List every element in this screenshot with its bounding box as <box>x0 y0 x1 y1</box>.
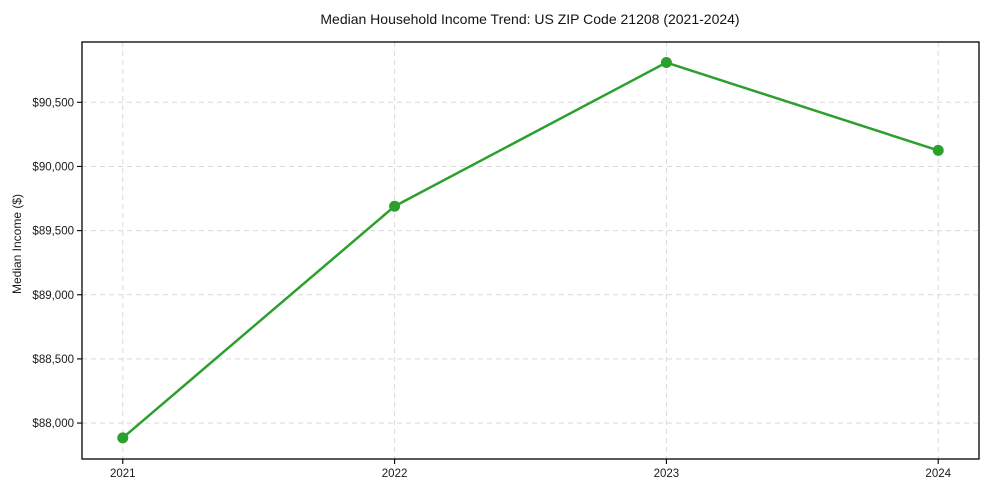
grid-lines <box>82 42 979 459</box>
y-tick-label: $89,500 <box>32 226 74 238</box>
y-tick-label: $90,000 <box>32 161 74 173</box>
chart-title: Median Household Income Trend: US ZIP Co… <box>320 11 739 27</box>
x-tick-label: 2022 <box>382 468 408 480</box>
y-tick-label: $90,500 <box>32 97 74 109</box>
y-tick-label: $88,500 <box>32 354 74 366</box>
data-point-2024 <box>932 144 944 156</box>
data-series <box>117 57 944 444</box>
x-tick-label: 2023 <box>654 468 680 480</box>
trend-line <box>121 61 939 439</box>
y-tick-label: $88,000 <box>32 418 74 430</box>
plot-border <box>81 41 980 460</box>
x-tick-label: 2021 <box>110 468 136 480</box>
axis-tick-labels: $88,000 $88,500 $89,000 $89,500 $90,000 $90,5… <box>32 97 951 480</box>
data-point-2021 <box>117 432 129 444</box>
data-point-2023 <box>660 57 672 69</box>
axis-ticks <box>77 101 939 464</box>
y-tick-label: $89,000 <box>32 290 74 302</box>
x-tick-label: 2024 <box>925 468 951 480</box>
data-point-2022 <box>389 200 401 212</box>
y-axis-label: Median Income ($) <box>10 194 24 294</box>
